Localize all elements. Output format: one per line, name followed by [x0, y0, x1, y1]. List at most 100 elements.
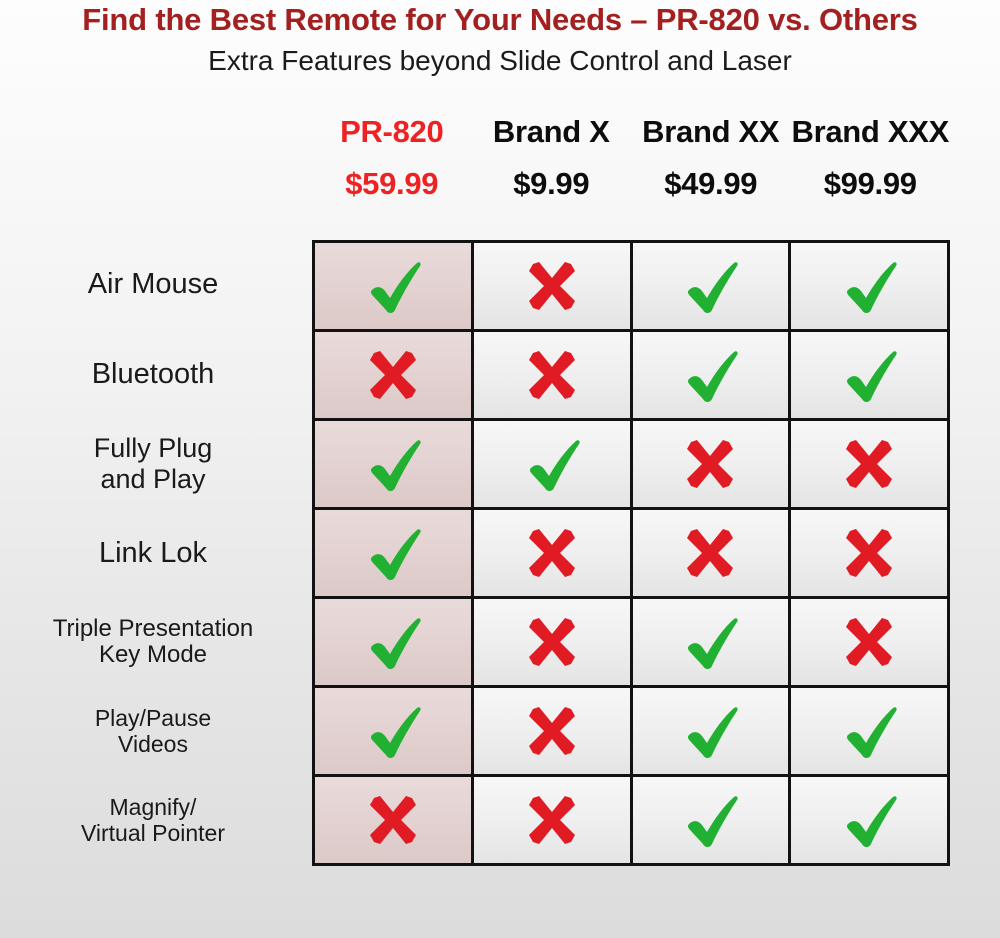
- table-cell: [791, 777, 947, 863]
- check-icon: [679, 257, 741, 315]
- table-row: [315, 777, 947, 863]
- table-cell: [791, 421, 947, 507]
- cross-icon: [683, 527, 737, 579]
- table-cell: [315, 599, 474, 685]
- brand-name: Brand XX: [642, 114, 780, 149]
- table-cell: [473, 777, 633, 863]
- cross-icon: [842, 438, 896, 490]
- cross-icon: [525, 527, 579, 579]
- table-cell: [791, 510, 947, 596]
- comparison-table: [312, 240, 950, 866]
- feature-label-text: Air Mouse: [88, 268, 219, 300]
- table-cell: [791, 332, 947, 418]
- cross-icon: [525, 705, 579, 757]
- check-icon: [362, 257, 424, 315]
- cross-icon: [842, 616, 896, 668]
- bottom-spacer: [0, 866, 1000, 938]
- column-header-4: Brand XXX $99.99: [791, 115, 951, 233]
- cross-icon: [842, 527, 896, 579]
- table-cell: [315, 243, 474, 329]
- feature-label-line: Videos: [118, 730, 188, 757]
- brand-price: $9.99: [513, 166, 590, 202]
- feature-label-text: Magnify/Virtual Pointer: [81, 795, 225, 847]
- feature-label-line: and Play: [100, 463, 206, 494]
- check-icon: [838, 257, 900, 315]
- brand-price: $59.99: [345, 166, 439, 202]
- feature-label-text: Bluetooth: [92, 358, 215, 390]
- table-cell: [791, 599, 947, 685]
- check-icon: [838, 346, 900, 404]
- cross-icon: [525, 616, 579, 668]
- table-row: [315, 688, 947, 777]
- table-cell: [791, 243, 947, 329]
- table-cell: [632, 421, 792, 507]
- feature-label-text: Play/Pause Videos: [94, 705, 212, 758]
- table-cell: [632, 777, 792, 863]
- check-icon: [362, 613, 424, 671]
- cross-icon: [525, 349, 579, 401]
- page-title: Find the Best Remote for Your Needs – PR…: [82, 2, 918, 37]
- column-header-1: PR-820 $59.99: [312, 115, 472, 233]
- column-header-2: Brand X $9.99: [472, 115, 632, 233]
- cross-icon: [366, 349, 420, 401]
- table-cell: [632, 332, 792, 418]
- feature-label-text: Fully Plug and Play: [94, 433, 213, 493]
- table-cell: [315, 777, 474, 863]
- feature-label-6: Play/Pause Videos: [0, 687, 306, 776]
- column-header-3: Brand XX $49.99: [631, 115, 791, 233]
- feature-label-4: Link Lok: [0, 508, 306, 597]
- table-cell: [315, 421, 474, 507]
- feature-label-text: Link Lok: [99, 537, 207, 569]
- check-icon: [362, 524, 424, 582]
- check-icon: [679, 613, 741, 671]
- feature-label-2: Bluetooth: [0, 329, 306, 418]
- feature-label-5: Triple Presentation Key Mode: [0, 598, 306, 687]
- feature-label-3: Fully Plug and Play: [0, 419, 306, 508]
- feature-label-line: Play/Pause: [94, 705, 212, 732]
- page-subtitle: Extra Features beyond Slide Control and …: [208, 45, 792, 76]
- table-cell: [632, 510, 792, 596]
- table-row: [315, 243, 947, 332]
- table-cell: [473, 332, 633, 418]
- check-icon: [521, 435, 583, 493]
- check-icon: [838, 702, 900, 760]
- check-icon: [679, 791, 741, 849]
- table-cell: [473, 243, 633, 329]
- feature-label-line: Fully Plug: [93, 433, 213, 464]
- check-icon: [679, 346, 741, 404]
- feature-label-line: Magnify/: [109, 794, 197, 821]
- table-row: [315, 332, 947, 421]
- feature-label-column: Air Mouse Bluetooth Fully Plug and Play Link…: [0, 240, 306, 866]
- brand-name: PR-820: [340, 114, 444, 149]
- table-cell: [473, 599, 633, 685]
- feature-label-line: Bluetooth: [91, 357, 215, 390]
- table-cell: [791, 688, 947, 774]
- brand-name: Brand XXX: [791, 114, 949, 149]
- brand-price: $49.99: [664, 166, 758, 202]
- feature-label-line: Triple Presentation: [52, 614, 254, 642]
- cross-icon: [525, 260, 579, 312]
- feature-label-line: Virtual Pointer: [80, 820, 226, 847]
- table-row: [315, 510, 947, 599]
- table-cell: [632, 243, 792, 329]
- feature-label-line: Air Mouse: [87, 268, 219, 301]
- table-cell: [632, 688, 792, 774]
- brand-price: $99.99: [823, 166, 917, 202]
- table-cell: [473, 688, 633, 774]
- table-cell: [315, 688, 474, 774]
- feature-label-text: Triple Presentation Key Mode: [52, 614, 254, 670]
- cross-icon: [366, 794, 420, 846]
- cross-icon: [683, 438, 737, 490]
- feature-label-line: Key Mode: [98, 641, 208, 669]
- feature-label-1: Air Mouse: [0, 240, 306, 329]
- column-header-row: PR-820 $59.99 Brand X $9.99 Brand XX $49.99 Br…: [312, 115, 950, 233]
- table-cell: [473, 510, 633, 596]
- feature-label-line: Link Lok: [98, 536, 207, 569]
- table-cell: [632, 599, 792, 685]
- check-icon: [362, 702, 424, 760]
- cross-icon: [525, 794, 579, 846]
- brand-name: Brand X: [492, 114, 610, 149]
- check-icon: [679, 702, 741, 760]
- table-cell: [473, 421, 633, 507]
